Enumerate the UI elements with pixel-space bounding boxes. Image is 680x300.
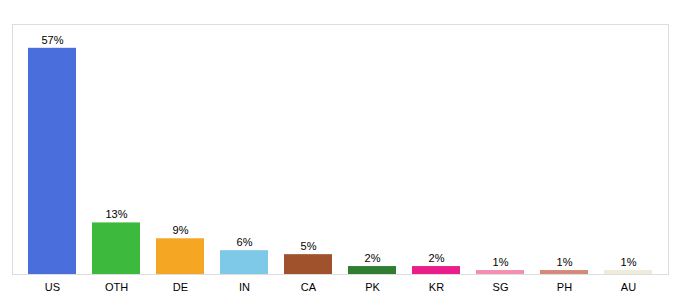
svg-text:6%: 6% bbox=[237, 236, 253, 248]
svg-text:US: US bbox=[45, 281, 60, 293]
svg-text:OTH: OTH bbox=[105, 281, 128, 293]
svg-text:CA: CA bbox=[301, 281, 317, 293]
svg-text:IN: IN bbox=[239, 281, 250, 293]
svg-text:9%: 9% bbox=[173, 224, 189, 236]
svg-text:1%: 1% bbox=[621, 256, 637, 268]
svg-text:1%: 1% bbox=[557, 256, 573, 268]
svg-text:AU: AU bbox=[621, 281, 636, 293]
svg-text:KR: KR bbox=[429, 281, 444, 293]
svg-text:1%: 1% bbox=[493, 256, 509, 268]
svg-text:5%: 5% bbox=[301, 240, 317, 252]
svg-text:2%: 2% bbox=[365, 252, 381, 264]
svg-text:PH: PH bbox=[557, 281, 572, 293]
svg-text:13%: 13% bbox=[105, 208, 127, 220]
svg-text:2%: 2% bbox=[429, 252, 445, 264]
svg-text:PK: PK bbox=[365, 281, 380, 293]
svg-text:SG: SG bbox=[493, 281, 509, 293]
svg-text:DE: DE bbox=[173, 281, 188, 293]
svg-text:57%: 57% bbox=[41, 34, 63, 46]
